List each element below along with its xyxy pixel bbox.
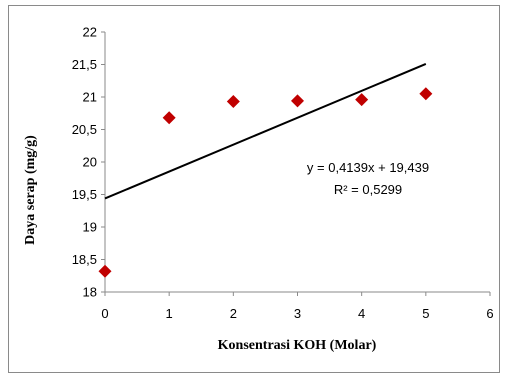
trendline-equation: y = 0,4139x + 19,439	[307, 160, 429, 175]
y-axis-title: Daya serap (mg/g)	[23, 135, 38, 245]
trendline-r-squared: R² = 0,5299	[334, 182, 402, 197]
data-point	[98, 264, 112, 278]
x-tick-label: 4	[358, 306, 365, 321]
x-axis-title: Konsentrasi KOH (Molar)	[218, 338, 377, 353]
trendline	[104, 63, 427, 200]
y-axis-ticks: 18 18,5 19 19,5 20 20,5 21 21,5 22	[72, 25, 105, 300]
y-tick-label: 19,5	[72, 187, 97, 202]
y-tick-label: 21,5	[72, 57, 97, 72]
y-tick-label: 20	[83, 155, 97, 170]
y-tick-label: 19	[83, 220, 97, 235]
data-point	[355, 93, 369, 107]
y-tick-label: 21	[83, 90, 97, 105]
x-tick-label: 2	[230, 306, 237, 321]
data-points	[98, 87, 433, 278]
y-tick-label: 20,5	[72, 122, 97, 137]
x-tick-label: 3	[294, 306, 301, 321]
x-axis-ticks: 0 1 2 3 4 5 6	[101, 292, 494, 321]
y-tick-label: 18	[83, 285, 97, 300]
x-tick-label: 5	[422, 306, 429, 321]
y-tick-label: 22	[83, 25, 97, 40]
x-tick-label: 6	[486, 306, 493, 321]
data-point	[162, 111, 176, 125]
data-point	[226, 95, 240, 109]
x-tick-label: 0	[101, 306, 108, 321]
data-point	[291, 94, 304, 108]
y-tick-label: 18,5	[72, 252, 97, 267]
plot-area: 18 18,5 19 19,5 20 20,5 21 21,5 22 0 1 2 3 4 5 6	[72, 25, 494, 322]
data-point	[419, 87, 433, 101]
x-tick-label: 1	[166, 306, 173, 321]
